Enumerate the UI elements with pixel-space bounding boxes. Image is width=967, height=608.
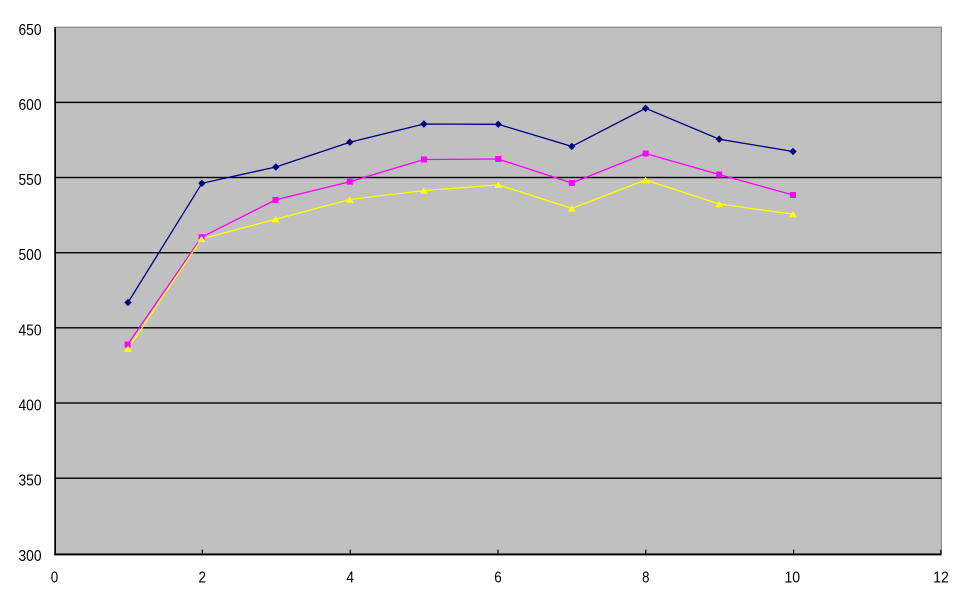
svg-text:12: 12 (933, 570, 949, 587)
svg-text:2: 2 (199, 570, 207, 587)
svg-text:500: 500 (19, 247, 42, 264)
svg-text:450: 450 (19, 322, 42, 339)
svg-text:6: 6 (494, 570, 502, 587)
svg-text:550: 550 (19, 172, 42, 189)
svg-text:350: 350 (19, 473, 42, 490)
svg-text:300: 300 (19, 548, 42, 565)
svg-text:8: 8 (642, 570, 650, 587)
svg-text:650: 650 (19, 22, 42, 39)
svg-text:600: 600 (19, 97, 42, 114)
svg-text:4: 4 (346, 570, 354, 587)
svg-text:400: 400 (19, 398, 42, 415)
svg-text:0: 0 (51, 570, 59, 587)
svg-text:10: 10 (784, 570, 800, 587)
